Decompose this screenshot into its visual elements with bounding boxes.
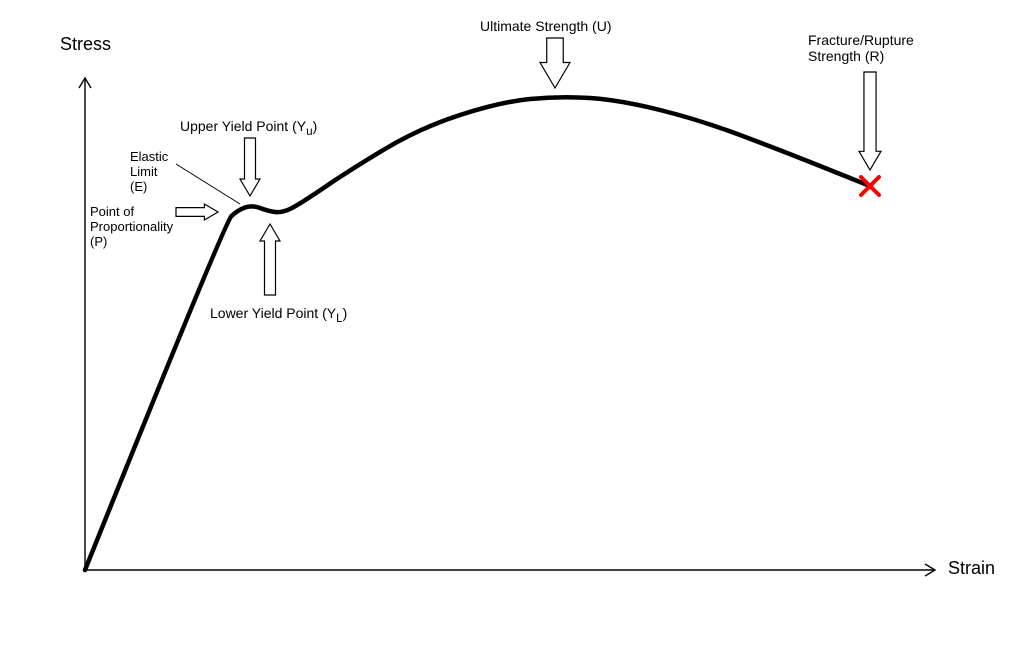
label-fracture-strength: Fracture/Rupture Strength (R)	[808, 32, 914, 64]
label-ultimate-strength: Ultimate Strength (U)	[480, 18, 611, 34]
label-prop-line1: Point of	[90, 204, 134, 219]
label-upper-yield: Upper Yield Point (Yu)	[180, 118, 317, 138]
label-lower-yield-text: Lower Yield Point (Y	[210, 305, 336, 321]
label-upper-yield-text: Upper Yield Point (Y	[180, 118, 306, 134]
label-proportionality: Point of Proportionality (P)	[90, 205, 173, 250]
label-lower-yield-tail: )	[343, 305, 348, 321]
label-upper-yield-tail: )	[313, 118, 318, 134]
stress-strain-diagram: Stress Strain Ultimate Strength (U) Frac…	[0, 0, 1024, 669]
label-elastic-limit: Elastic Limit (E)	[130, 150, 168, 195]
label-lower-yield: Lower Yield Point (YL)	[210, 305, 347, 325]
label-prop-line3: (P)	[90, 234, 107, 249]
label-elastic-line2: Limit	[130, 164, 157, 179]
label-fracture-line1: Fracture/Rupture	[808, 32, 914, 48]
label-elastic-line3: (E)	[130, 179, 147, 194]
label-elastic-line1: Elastic	[130, 149, 168, 164]
label-fracture-line2: Strength (R)	[808, 48, 884, 64]
plot-svg	[0, 0, 1024, 669]
y-axis-label: Stress	[60, 34, 111, 55]
x-axis-label: Strain	[948, 558, 995, 579]
label-prop-line2: Proportionality	[90, 219, 173, 234]
